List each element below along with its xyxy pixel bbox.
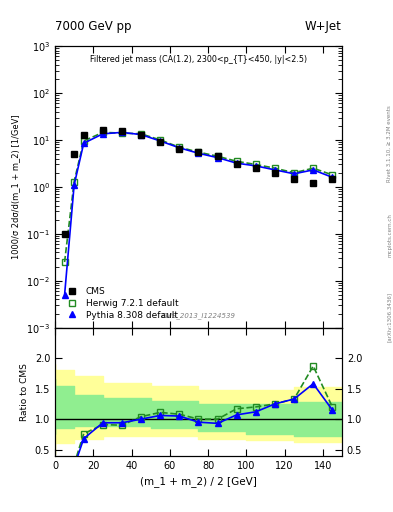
Pythia 8.308 default — [72, 182, 77, 188]
Herwig 7.2.1 default — [158, 137, 163, 143]
Herwig 7.2.1 default — [62, 259, 67, 265]
Herwig 7.2.1 default — [196, 149, 201, 155]
CMS — [234, 161, 239, 167]
CMS — [292, 176, 296, 182]
Pythia 8.308 default — [311, 167, 316, 173]
Line: Herwig 7.2.1 default: Herwig 7.2.1 default — [62, 130, 335, 265]
CMS — [119, 128, 124, 134]
Pythia 8.308 default — [292, 170, 296, 177]
Text: Rivet 3.1.10, ≥ 3.2M events: Rivet 3.1.10, ≥ 3.2M events — [387, 105, 392, 182]
Herwig 7.2.1 default — [311, 165, 316, 172]
Pythia 8.308 default — [119, 130, 124, 136]
Text: mcplots.cern.ch: mcplots.cern.ch — [387, 214, 392, 258]
Herwig 7.2.1 default — [330, 172, 335, 178]
Herwig 7.2.1 default — [273, 165, 277, 172]
Line: CMS: CMS — [62, 127, 335, 237]
Pythia 8.308 default — [330, 174, 335, 180]
Y-axis label: 1000/σ 2dσ/d(m_1 + m_2) [1/GeV]: 1000/σ 2dσ/d(m_1 + m_2) [1/GeV] — [12, 115, 20, 259]
CMS — [81, 132, 86, 138]
Herwig 7.2.1 default — [101, 130, 105, 136]
Pythia 8.308 default — [253, 163, 258, 169]
Herwig 7.2.1 default — [234, 158, 239, 164]
CMS — [330, 176, 335, 182]
Herwig 7.2.1 default — [177, 144, 182, 151]
Pythia 8.308 default — [158, 138, 163, 144]
Text: CMS_2013_I1224539: CMS_2013_I1224539 — [162, 312, 235, 319]
CMS — [177, 145, 182, 152]
Pythia 8.308 default — [81, 140, 86, 146]
Herwig 7.2.1 default — [139, 131, 143, 137]
Pythia 8.308 default — [101, 131, 105, 137]
Herwig 7.2.1 default — [215, 153, 220, 159]
Herwig 7.2.1 default — [72, 179, 77, 185]
CMS — [139, 132, 143, 138]
Pythia 8.308 default — [62, 292, 67, 298]
Legend: CMS, Herwig 7.2.1 default, Pythia 8.308 default: CMS, Herwig 7.2.1 default, Pythia 8.308 … — [59, 284, 182, 323]
Y-axis label: Ratio to CMS: Ratio to CMS — [20, 362, 29, 421]
Pythia 8.308 default — [215, 155, 220, 161]
CMS — [101, 127, 105, 134]
X-axis label: (m_1 + m_2) / 2 [GeV]: (m_1 + m_2) / 2 [GeV] — [140, 476, 257, 487]
Herwig 7.2.1 default — [119, 130, 124, 136]
Herwig 7.2.1 default — [253, 161, 258, 167]
CMS — [215, 153, 220, 159]
CMS — [253, 165, 258, 172]
Text: 7000 GeV pp: 7000 GeV pp — [55, 20, 132, 33]
Text: W+Jet: W+Jet — [305, 20, 342, 33]
CMS — [72, 151, 77, 157]
CMS — [158, 139, 163, 145]
CMS — [311, 180, 316, 186]
Pythia 8.308 default — [139, 132, 143, 138]
Text: Filtered jet mass (CA(1.2), 2300<p_{T}<450, |y|<2.5): Filtered jet mass (CA(1.2), 2300<p_{T}<4… — [90, 55, 307, 63]
Herwig 7.2.1 default — [292, 169, 296, 176]
CMS — [196, 149, 201, 155]
Pythia 8.308 default — [234, 160, 239, 166]
Pythia 8.308 default — [273, 167, 277, 173]
CMS — [62, 231, 67, 237]
Herwig 7.2.1 default — [81, 138, 86, 144]
Pythia 8.308 default — [177, 145, 182, 151]
Text: [arXiv:1306.3436]: [arXiv:1306.3436] — [387, 292, 392, 343]
Pythia 8.308 default — [196, 150, 201, 156]
Line: Pythia 8.308 default: Pythia 8.308 default — [62, 130, 335, 297]
CMS — [273, 169, 277, 176]
